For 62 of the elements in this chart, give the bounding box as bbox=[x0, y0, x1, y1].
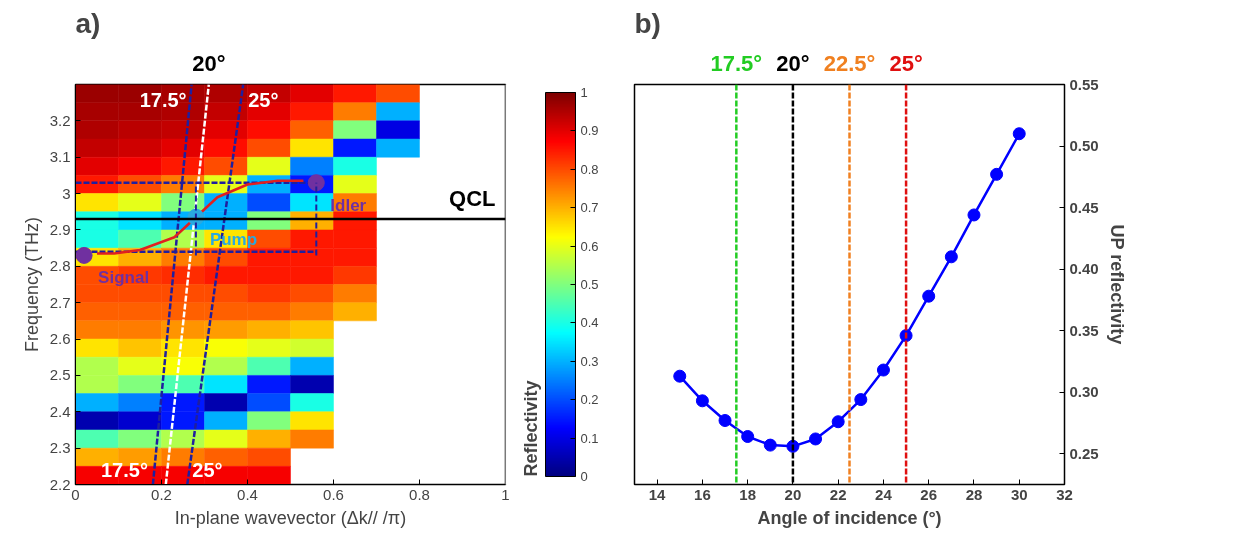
x-tick-label: 0.4 bbox=[237, 485, 258, 503]
y2-tick-label: 0.40 bbox=[1069, 260, 1099, 278]
x-tick-label: 24 bbox=[875, 485, 893, 503]
y-tick-label: 3.2 bbox=[49, 111, 71, 129]
ref-line-label: 17.5° bbox=[710, 50, 763, 76]
x-tick-label: 1 bbox=[501, 485, 510, 503]
annotation: 25° bbox=[248, 88, 279, 111]
y2-axis-title: UP reflectivity bbox=[1106, 224, 1127, 345]
y2-tick-label: 0.45 bbox=[1069, 198, 1099, 216]
color-bar-label: 0.5 bbox=[580, 277, 599, 292]
color-bar-label: 0.7 bbox=[580, 200, 599, 216]
color-bar-label: 0.8 bbox=[580, 161, 599, 177]
y-tick-label: 2.5 bbox=[49, 366, 71, 384]
color-bar-label: 1 bbox=[580, 85, 588, 100]
x-tick-label: 14 bbox=[648, 485, 667, 503]
ref-line-label: 22.5° bbox=[823, 50, 876, 76]
color-bar-label: 0.6 bbox=[580, 238, 599, 254]
y2-tick-label: 0.35 bbox=[1069, 321, 1099, 339]
x-tick-label: 18 bbox=[739, 485, 756, 503]
annotation: 20° bbox=[192, 50, 226, 76]
x-tick-label: 16 bbox=[694, 485, 711, 503]
y-tick-label: 2.9 bbox=[49, 220, 71, 238]
y-tick-label: 2.4 bbox=[49, 402, 71, 420]
y2-tick-label: 0.30 bbox=[1069, 383, 1099, 401]
color-bar-label: 0.4 bbox=[580, 315, 599, 331]
x-tick-label: 0.2 bbox=[151, 485, 172, 503]
ref-line-label: 20° bbox=[776, 50, 810, 76]
x-tick-label: 26 bbox=[920, 485, 938, 503]
x-axis-title: Angle of incidence (°) bbox=[757, 507, 942, 528]
x-tick-label: 0 bbox=[71, 485, 80, 503]
y-tick-label: 2.7 bbox=[49, 293, 71, 311]
color-bar-label: 0.2 bbox=[580, 392, 599, 408]
ref-line-label: QCL bbox=[449, 186, 496, 212]
y2-tick-label: 0.55 bbox=[1069, 75, 1099, 93]
annotation: 17.5° bbox=[139, 88, 187, 111]
series-label: Signal bbox=[98, 268, 150, 288]
y-tick-label: 2.3 bbox=[49, 439, 71, 457]
x-tick-label: 32 bbox=[1056, 485, 1073, 503]
x-tick-label: 0.6 bbox=[323, 485, 344, 503]
y2-tick-label: 0.25 bbox=[1069, 444, 1099, 462]
ref-line-label: 25° bbox=[889, 50, 923, 76]
y-axis-title: Frequency (THz) bbox=[21, 216, 42, 353]
y2-tick-label: 0.50 bbox=[1069, 137, 1099, 155]
chart-title: b) bbox=[634, 7, 661, 39]
y-tick-label: 2.2 bbox=[49, 475, 71, 493]
annotation: 25° bbox=[192, 458, 223, 481]
x-tick-label: 28 bbox=[965, 485, 983, 503]
chart-title: a) bbox=[75, 7, 101, 39]
y-tick-label: 2.8 bbox=[49, 257, 71, 275]
x-tick-label: 22 bbox=[829, 485, 847, 503]
y-tick-label: 3.1 bbox=[49, 148, 71, 166]
color-bar-label: 0.3 bbox=[580, 353, 599, 369]
color-bar-label: 0.9 bbox=[580, 123, 599, 139]
x-tick-label: 0.8 bbox=[409, 485, 430, 503]
color-bar-title: Reflectivity bbox=[520, 380, 541, 477]
y-tick-label: 3 bbox=[62, 184, 71, 202]
x-axis-title: In-plane wavevector (Δk// /π) bbox=[174, 507, 407, 528]
color-bar-label: 0 bbox=[580, 469, 588, 484]
color-bar-label: 0.1 bbox=[580, 430, 599, 446]
y-tick-label: 2.6 bbox=[49, 330, 71, 348]
x-tick-label: 30 bbox=[1010, 485, 1028, 503]
x-tick-label: 20 bbox=[784, 485, 802, 503]
